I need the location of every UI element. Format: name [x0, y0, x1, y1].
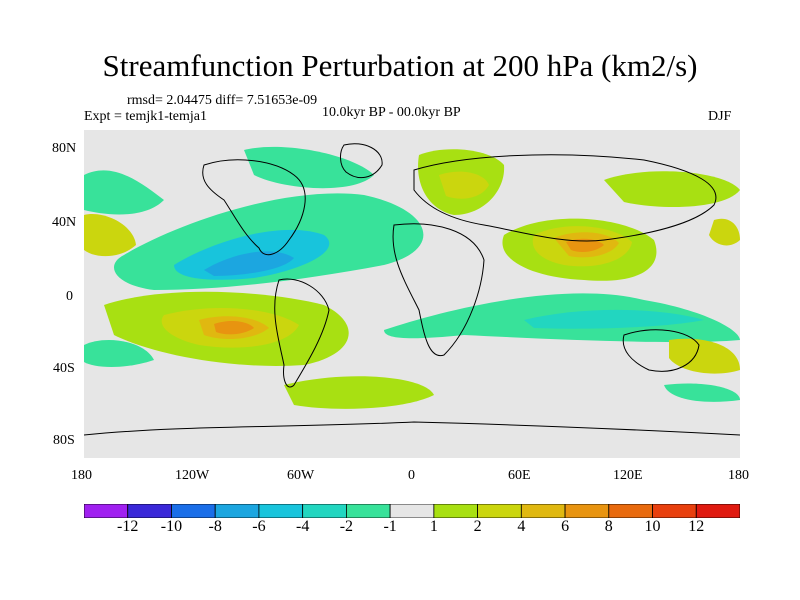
- period-label: 10.0kyr BP - 00.0kyr BP: [322, 105, 461, 120]
- positive-anomaly-europe-core: [439, 171, 489, 199]
- colorbar-label: 8: [604, 518, 613, 535]
- coastline-eurasia: [413, 154, 717, 242]
- coastline-africa: [392, 223, 485, 357]
- lon-tick-60e: 60E: [508, 468, 531, 483]
- coastline-antarctica: [84, 421, 740, 436]
- lon-tick-180e: 180: [728, 468, 749, 483]
- colorbar-label: -6: [252, 518, 266, 535]
- negative-anomaly-north-pacific: [84, 170, 164, 215]
- chart-title: Streamfunction Perturbation at 200 hPa (…: [102, 48, 698, 83]
- coastline-greenland: [340, 143, 383, 179]
- map-plot: [84, 130, 740, 458]
- negative-anomaly-south-pacific: [84, 340, 154, 367]
- negative-anomaly-core-inner: [204, 251, 294, 276]
- positive-anomaly-west-pacific: [84, 214, 136, 257]
- season-label: DJF: [708, 109, 732, 124]
- colorbar-box: [652, 504, 697, 518]
- colorbar-box: [171, 504, 216, 518]
- positive-anomaly-southern-ocean-atlantic: [284, 376, 434, 409]
- colorbar-label: -8: [208, 518, 222, 535]
- negative-anomaly-north-atlantic: [244, 146, 374, 189]
- colorbar-box: [433, 504, 478, 518]
- colorbar-label: 4: [517, 518, 526, 535]
- lat-tick-80n: 80N: [52, 141, 77, 156]
- colorbar-label: -10: [160, 518, 183, 535]
- colorbar-label: -4: [295, 518, 310, 535]
- colorbar-label: 10: [644, 518, 661, 535]
- colorbar-box: [214, 504, 260, 518]
- lon-tick-120w: 120W: [175, 468, 210, 483]
- colorbar-box: [302, 504, 347, 518]
- lon-tick-120e: 120E: [613, 468, 643, 483]
- lat-tick-40n: 40N: [52, 215, 77, 230]
- colorbar-box: [389, 504, 435, 518]
- colorbar: [84, 504, 740, 518]
- coastlines: [84, 143, 740, 436]
- coastline-south-america: [274, 278, 330, 388]
- colorbar-box: [608, 504, 653, 518]
- positive-anomaly-east-pacific: [709, 218, 740, 246]
- colorbar-box: [564, 504, 610, 518]
- colorbar-box: [695, 504, 740, 518]
- colorbar-box: [477, 504, 522, 518]
- colorbar-label: -1: [383, 518, 397, 535]
- negative-anomaly-indian-ocean-core: [524, 309, 704, 329]
- colorbar-label: 12: [688, 518, 705, 535]
- colorbar-box: [520, 504, 566, 518]
- lat-tick-80s: 80S: [53, 433, 75, 448]
- stats-text: rmsd= 2.04475 diff= 7.51653e-09: [127, 93, 318, 108]
- contour-fields: [84, 146, 740, 409]
- colorbar-box: [258, 504, 304, 518]
- colorbar-box: [84, 504, 129, 518]
- colorbar-label: -12: [117, 518, 139, 535]
- colorbar-label: -2: [339, 518, 354, 535]
- positive-anomaly-north-pacific: [604, 171, 740, 207]
- lat-tick-0: 0: [66, 289, 73, 304]
- lon-tick-0: 0: [408, 468, 415, 483]
- positive-anomaly-south-america-peak: [214, 321, 254, 335]
- colorbar-box: [127, 504, 172, 518]
- positive-anomaly-asia-peak: [566, 238, 604, 253]
- colorbar-label: 2: [473, 518, 482, 535]
- negative-anomaly-southern-ocean: [664, 383, 740, 402]
- colorbar-label: 6: [561, 518, 570, 535]
- colorbar-box: [345, 504, 391, 518]
- lat-tick-40s: 40S: [53, 361, 75, 376]
- coastline-north-america: [202, 159, 306, 256]
- lon-tick-180w: 180: [71, 468, 92, 483]
- experiment-label: Expt = temjk1-temja1: [84, 109, 207, 124]
- colorbar-label: 1: [429, 518, 438, 535]
- coastline-australia: [622, 329, 700, 372]
- lon-tick-60w: 60W: [287, 468, 315, 483]
